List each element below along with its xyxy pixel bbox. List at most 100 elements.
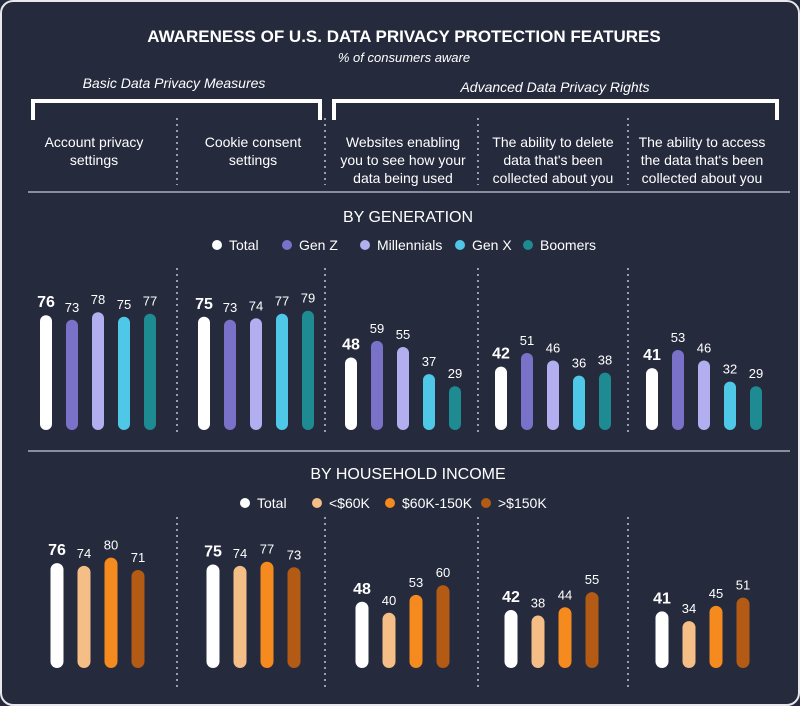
bar [198,316,210,430]
column-label-line: settings [70,152,118,168]
bracket-basic [31,99,322,120]
data-label: 46 [697,341,711,356]
bar [646,368,658,430]
bar [144,313,156,430]
bar [104,557,118,668]
group-label-advanced: Advanced Data Privacy Rights [459,79,649,95]
bar [449,386,461,430]
bar [355,601,369,668]
data-label: 73 [287,547,301,562]
data-label: 42 [502,589,520,606]
legend-swatch [282,240,292,250]
page-title: AWARENESS OF U.S. DATA PRIVACY PROTECTIO… [147,27,661,46]
bar [558,607,572,668]
data-label: 37 [422,354,436,369]
legend-label: Gen Z [299,237,338,253]
data-label: 38 [598,353,612,368]
bar [250,318,262,430]
data-label: 48 [353,581,371,598]
column-label-line: Account privacy [45,134,144,150]
data-label: 38 [531,596,545,611]
column-labels: Account privacy settings Cookie consent set… [45,134,766,186]
bar [672,349,684,430]
data-label: 42 [492,346,510,363]
data-label: 53 [409,575,423,590]
bar [709,605,723,668]
data-label: 55 [585,572,599,587]
data-label: 40 [382,593,396,608]
data-label: 51 [520,333,534,348]
data-label: 75 [204,544,222,561]
bar [682,621,696,668]
bar [77,565,91,668]
legend-swatch [212,240,222,250]
data-label: 78 [91,292,105,307]
bar [92,312,104,430]
bar [547,360,559,430]
column-label-line: data that's been [503,152,602,168]
bar [302,310,314,430]
data-label: 34 [682,601,696,616]
group-label-basic: Basic Data Privacy Measures [83,75,266,91]
data-label: 74 [249,298,263,313]
bar [698,360,710,430]
data-label: 32 [723,362,737,377]
bar [397,346,409,430]
data-label: 48 [342,337,360,354]
bar [724,381,736,430]
bar [573,375,585,430]
bar [436,585,450,668]
section-title-generation: BY GENERATION [343,209,473,226]
page-subtitle: % of consumers aware [338,50,470,65]
bar [495,366,507,430]
legend-label: $60K-150K [402,495,473,511]
data-label: 29 [448,366,462,381]
data-label: 73 [223,300,237,315]
data-label: 75 [117,297,131,312]
data-label: 29 [749,366,763,381]
column-label-line: collected about you [493,170,614,186]
bars-generation: 76 75 48 42 41 73 73 59 51 53 78 74 55 46 46 75 77 37 36 32… [37,291,763,430]
bar [371,340,383,430]
bar [599,372,611,430]
bar [206,564,220,668]
data-label: 55 [396,327,410,342]
column-label-line: data being used [353,170,453,186]
data-label: 79 [301,291,315,306]
bar [736,597,750,668]
legend-swatch [523,240,533,250]
bar [521,352,533,430]
data-label: 80 [104,538,118,553]
bar [40,315,52,430]
bar [66,319,78,430]
data-label: 60 [436,565,450,580]
column-label-line: Cookie consent [205,134,302,150]
bar [504,610,518,668]
data-label: 74 [77,546,91,561]
column-label-line: you to see how your [340,152,466,168]
bar [585,592,599,668]
bar [409,594,423,668]
data-label: 36 [572,356,586,371]
data-label: 46 [546,341,560,356]
bars-income: 76 75 48 42 41 74 74 40 38 34 80 77 53 44 45 71 73 60 55 51 [48,538,750,668]
bracket-advanced [332,99,779,120]
data-label: 44 [558,587,572,602]
legend-label: Total [229,237,259,253]
data-label: 51 [736,578,750,593]
bar [423,374,435,430]
column-label-line: the data that's been [641,152,764,168]
data-label: 53 [671,330,685,345]
bar [233,565,247,668]
bar [224,319,236,430]
column-label-line: The ability to access [639,134,766,150]
data-label: 71 [131,550,145,565]
data-label: 77 [275,294,289,309]
legend-label: Millennials [377,237,442,253]
bar [276,313,288,430]
bar [287,567,301,668]
data-label: 77 [143,294,157,309]
bar [750,386,762,430]
legend-label: Boomers [540,237,596,253]
